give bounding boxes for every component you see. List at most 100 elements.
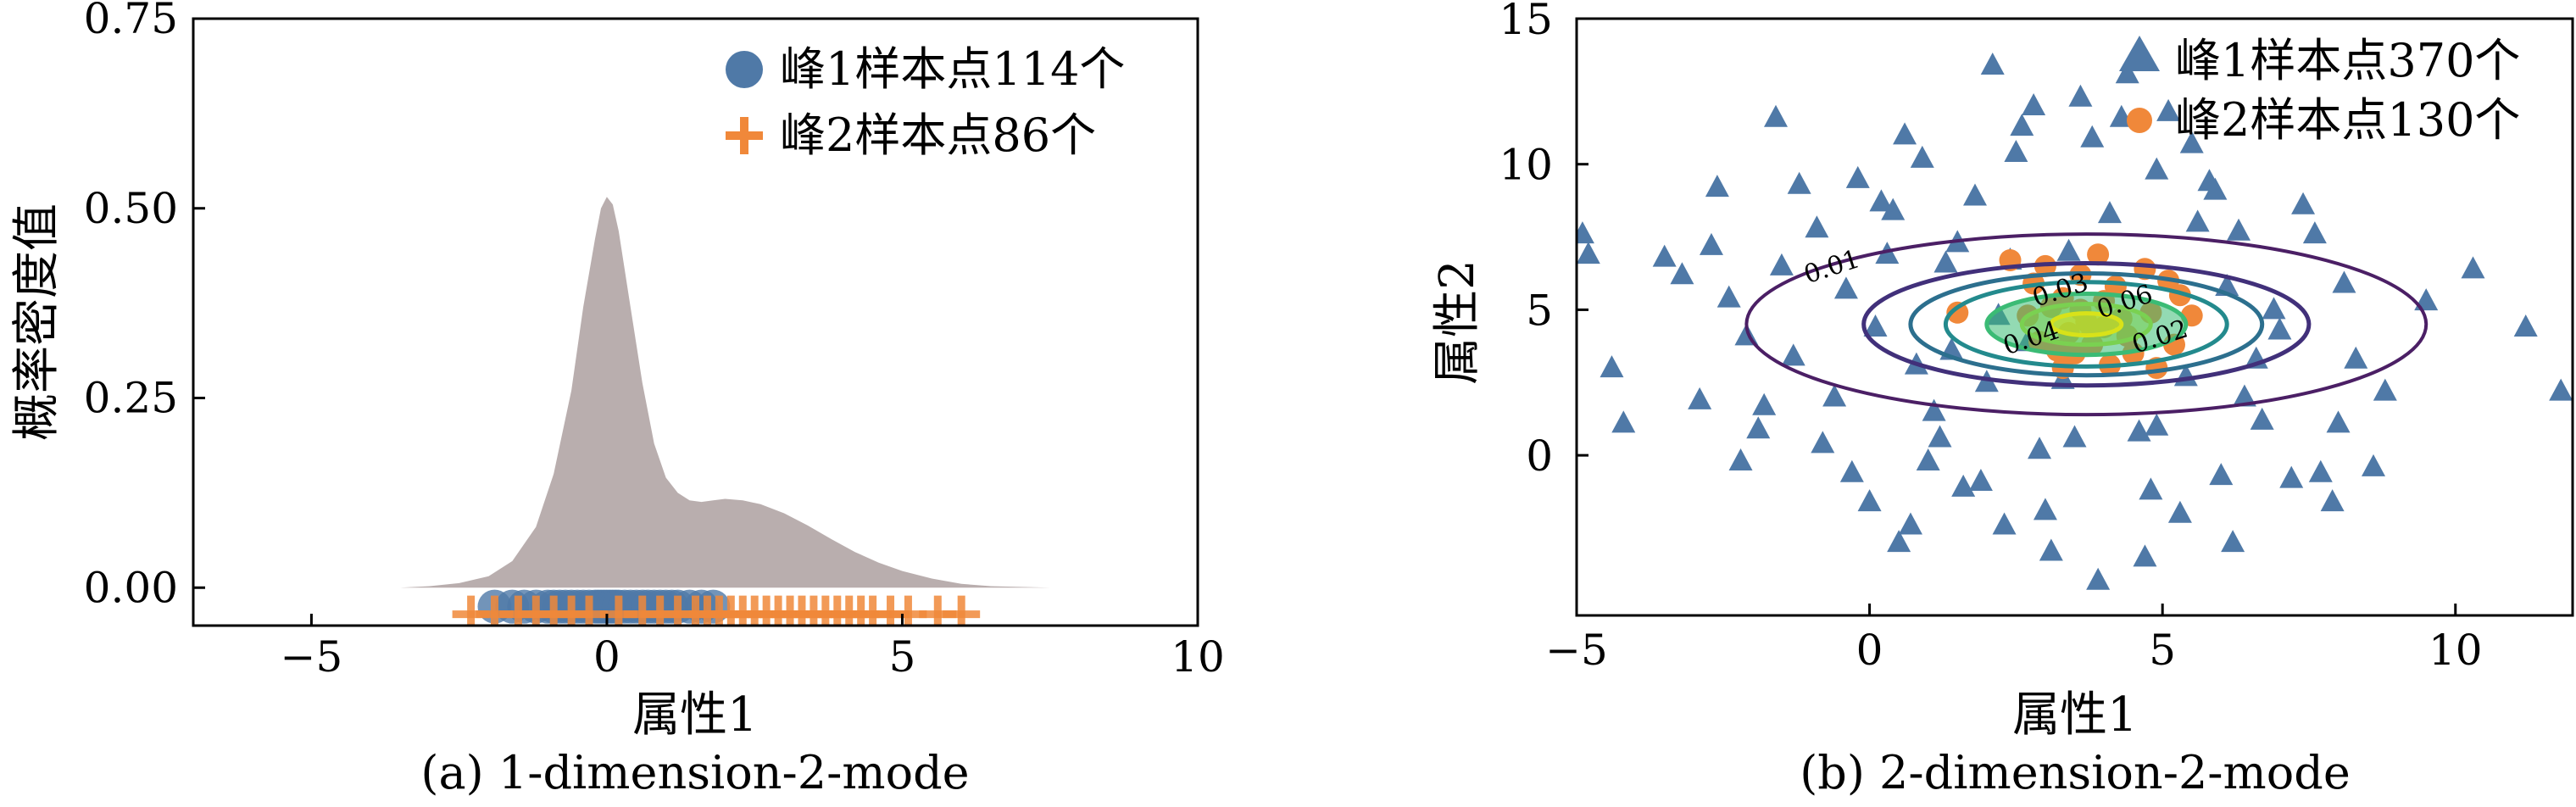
caption: (a) 1-dimension-2-mode [420,746,969,799]
data-point-peak1 [1652,244,1677,267]
data-point-peak1 [1833,276,1858,299]
data-point-peak1 [1869,189,1894,212]
data-point-peak1 [2179,131,2204,153]
data-point-peak1 [1670,262,1694,285]
data-point-peak1 [1764,104,1788,127]
data-point-peak1 [1769,253,1794,275]
data-point-peak1 [1928,425,1952,448]
data-point-peak1 [1898,512,1922,535]
data-point-peak1 [1811,431,1835,454]
data-point-peak1 [2097,201,2122,224]
y-axis-label: 概率密度值 [9,203,64,441]
y-tick-label: 0.25 [84,374,178,423]
data-point-peak2 [1946,301,1969,324]
density-contours: 0.010.020.030.040.06 [1744,232,2429,417]
panel-a: −5 0 5 10 0.00 0.25 0.50 0.75 属性1 概率密度值 (a) 1-… [9,0,1225,799]
contour-line [1908,271,2265,378]
data-point-peak1 [2010,114,2034,136]
data-point-peak1 [1910,145,1934,168]
y-axis-ticks: 0.00 0.25 0.50 0.75 [84,0,205,612]
data-point-peak1 [2362,454,2385,476]
y-axis-label: 属性2 [1430,259,1485,385]
data-point-peak1 [2291,192,2316,214]
data-point-peak1 [2167,500,2192,523]
data-point-peak1 [2145,413,2169,436]
contour-line [1943,280,2229,369]
data-point-peak1 [1781,343,1805,366]
x-tick-label: −5 [1545,626,1608,675]
legend-label-peak1: 峰1样本点370个 [2175,34,2520,87]
caption: (b) 2-dimension-2-mode [1800,746,2351,799]
data-point-peak1 [1688,387,1712,409]
y-tick-label: 0.75 [84,0,178,43]
plot-area-frame [192,17,1199,627]
data-point-peak1 [1705,175,1729,198]
y-tick-label: 0.00 [84,563,178,612]
data-point-peak1 [1857,489,1882,512]
data-point-peak1 [2302,221,2327,244]
data-point-peak1 [2308,459,2333,482]
data-point-peak1 [2227,218,2251,241]
data-point-peak1 [2209,463,2234,486]
data-point-peak1 [1839,459,1864,482]
data-point-peak1 [2133,544,2157,567]
legend-label-peak1: 峰1样本点114个 [780,42,1125,96]
data-point-peak1 [2332,270,2356,293]
data-point-peak1 [1963,183,1987,206]
data-point-peak1 [2320,489,2345,512]
data-point-peak1 [1805,215,1829,238]
data-point-peak1 [1922,398,1946,421]
data-point-peak1 [1822,384,1847,407]
data-point-peak2 [2087,243,2110,266]
data-point-peak1 [2326,410,2351,433]
x-axis-label: 属性1 [2012,687,2138,743]
x-axis-ticks: −5 0 5 10 [1545,604,2483,675]
data-point-peak1 [1887,530,1911,553]
y-tick-label: 15 [1499,0,1553,44]
data-point-peak1 [1916,448,1940,470]
data-point-peak1 [1577,242,1600,264]
data-point-peak1 [2056,238,2081,261]
plot-area-frame [1575,17,2574,617]
data-point-peak1 [2185,209,2210,232]
legend-marker-peak1 [2119,36,2160,71]
rug-layer [452,589,981,626]
data-point-peak2 [943,595,981,626]
x-tick-label: 10 [2429,626,2483,675]
x-tick-label: 5 [889,632,916,682]
data-point-peak1 [1716,285,1741,308]
x-axis-label: 属性1 [632,687,758,743]
contour-line [1744,232,2429,417]
data-point-peak1 [1951,474,1976,497]
x-tick-label: 0 [1856,626,1883,675]
y-tick-label: 0.50 [84,184,178,233]
data-point-peak1 [1746,416,1771,439]
data-point-peak1 [2127,419,2151,442]
data-point-peak1 [2028,437,2052,459]
y-tick-label: 0 [1526,431,1553,481]
data-point-peak1 [1881,198,1906,220]
data-point-peak1 [2004,139,2028,162]
x-tick-label: −5 [281,632,343,682]
data-point-peak1 [1992,512,2017,535]
data-point-peak1 [1787,171,1811,194]
data-point-peak1 [1728,448,1753,470]
data-point-peak1 [1600,355,1624,378]
data-point-peak1 [2279,465,2304,488]
x-tick-label: 5 [2149,626,2176,675]
data-point-peak1 [1893,122,1917,145]
data-point-peak1 [2373,378,2397,401]
data-point-peak1 [2139,477,2163,500]
x-tick-label: 0 [593,632,620,682]
data-point-peak1 [2068,84,2093,107]
data-point-peak1 [2232,384,2256,407]
data-point-peak1 [2062,425,2087,448]
data-point-peak1 [2221,530,2245,553]
data-point-peak1 [2080,125,2105,147]
y-tick-label: 10 [1499,141,1553,190]
data-point-peak1 [1611,410,1636,433]
data-point-peak1 [1752,392,1777,415]
contour-line [1861,261,2312,388]
contour-line [2049,311,2124,338]
data-point-peak1 [2203,177,2228,200]
